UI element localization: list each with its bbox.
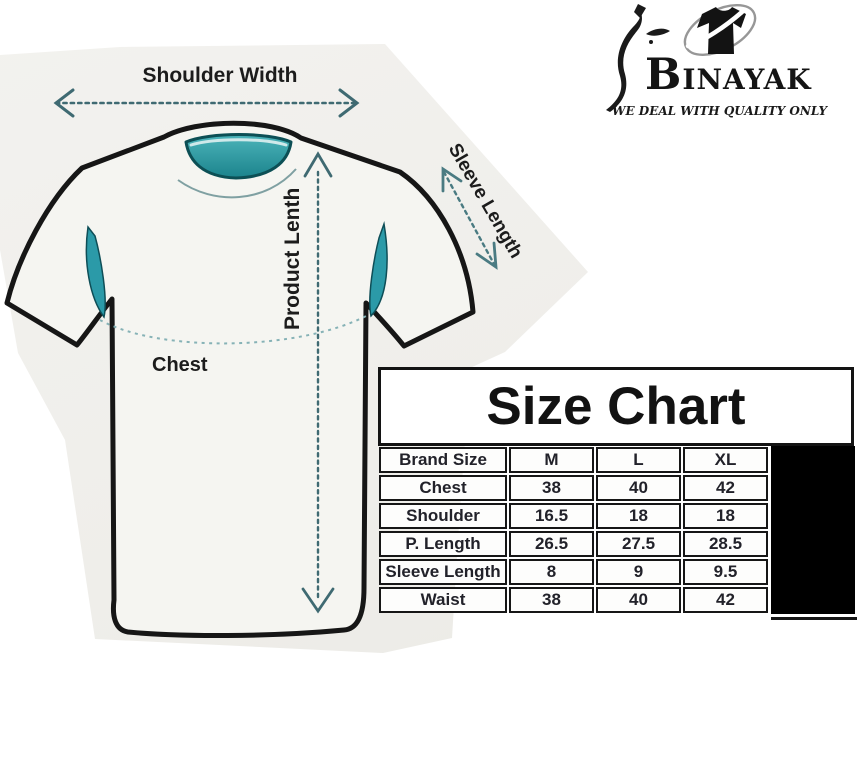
cell-value: 8 <box>509 559 594 585</box>
cell-value: 18 <box>596 503 681 529</box>
row-label: Chest <box>379 475 507 501</box>
cell-value: 16.5 <box>509 503 594 529</box>
table-row: P. Length 26.5 27.5 28.5 <box>379 531 768 557</box>
brush-stroke-icon <box>606 4 670 112</box>
table-row: Waist 38 40 42 <box>379 587 768 613</box>
cell-value: 42 <box>683 475 768 501</box>
cell-value: 9 <box>596 559 681 585</box>
table-row: Shoulder 16.5 18 18 <box>379 503 768 529</box>
size-chart-title-box: Size Chart <box>378 367 854 446</box>
black-filler-panel <box>771 446 855 614</box>
column-header: L <box>596 447 681 473</box>
table-row: Sleeve Length 8 9 9.5 <box>379 559 768 585</box>
cell-value: 26.5 <box>509 531 594 557</box>
brand-logo: BINAYAK WE DEAL WITH QUALITY ONLY <box>596 4 828 129</box>
chest-label: Chest <box>152 354 208 376</box>
cell-value: 42 <box>683 587 768 613</box>
row-label: P. Length <box>379 531 507 557</box>
row-label: Shoulder <box>379 503 507 529</box>
size-chart-table: Brand Size M L XL Chest 38 40 42 Shoulde… <box>377 445 770 615</box>
product-length-label: Product Lenth <box>281 187 304 331</box>
row-label: Sleeve Length <box>379 559 507 585</box>
cell-value: 27.5 <box>596 531 681 557</box>
table-header-row: Brand Size M L XL <box>379 447 768 473</box>
brand-name-initial: B <box>645 50 683 100</box>
brand-logo-marks <box>606 4 757 112</box>
size-chart-title: Size Chart <box>486 377 746 436</box>
shoulder-width-label: Shoulder Width <box>142 64 298 87</box>
shoulder-width-arrow <box>53 88 360 118</box>
collar-shape <box>184 133 293 180</box>
column-header: XL <box>683 447 768 473</box>
table-row: Chest 38 40 42 <box>379 475 768 501</box>
table-bottom-rule <box>771 617 857 620</box>
brand-tagline: WE DEAL WITH QUALITY ONLY <box>612 104 828 118</box>
cell-value: 40 <box>596 475 681 501</box>
product-length-arrow <box>301 151 335 614</box>
left-armpit-accent <box>85 225 106 319</box>
cell-value: 38 <box>509 475 594 501</box>
right-armpit-accent <box>369 221 388 318</box>
cell-value: 40 <box>596 587 681 613</box>
tshirt-outline <box>4 120 476 639</box>
cell-value: 38 <box>509 587 594 613</box>
row-label: Waist <box>379 587 507 613</box>
cell-value: 28.5 <box>683 531 768 557</box>
sleeve-length-arrow <box>441 166 498 270</box>
column-header: M <box>509 447 594 473</box>
cell-value: 18 <box>683 503 768 529</box>
brand-name-rest: INAYAK <box>682 63 812 96</box>
column-header: Brand Size <box>379 447 507 473</box>
tshirt-icon <box>683 4 757 57</box>
cell-value: 9.5 <box>683 559 768 585</box>
collar-inner-seam <box>177 168 297 199</box>
collar-highlight <box>189 138 288 147</box>
brand-name: BINAYAK <box>645 50 812 100</box>
